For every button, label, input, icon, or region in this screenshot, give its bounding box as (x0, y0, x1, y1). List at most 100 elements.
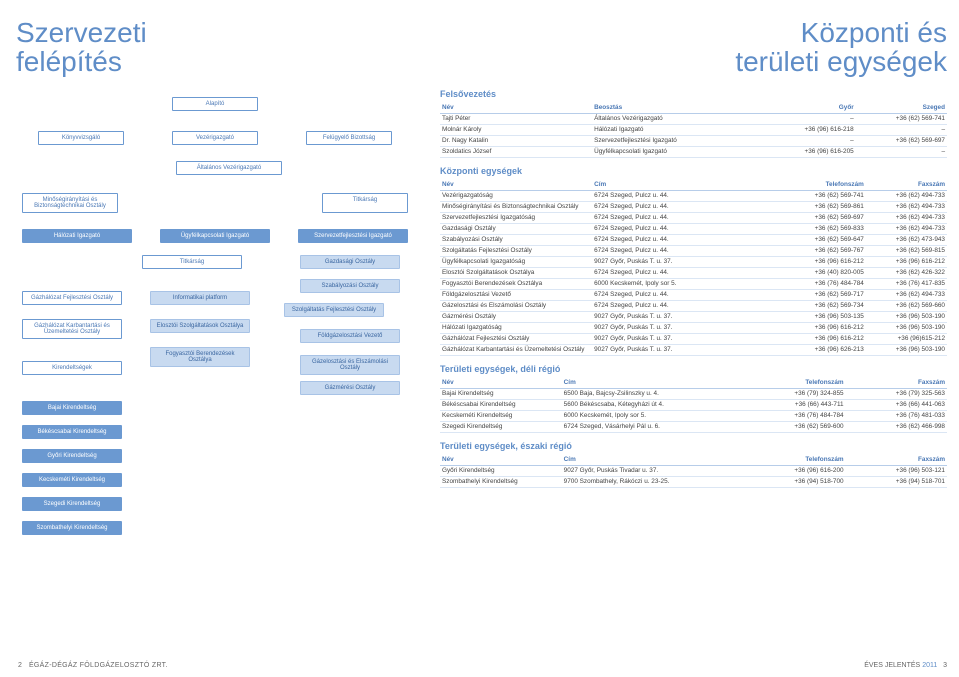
table-cell: +36 (62) 494-733 (866, 289, 947, 300)
table-cell: Gázelosztási és Elszámolási Osztály (440, 300, 592, 311)
right-footer-year: 2011 (922, 662, 937, 669)
table-cell: +36 (66) 443-711 (744, 399, 845, 410)
table-row: Dr. Nagy KatalinSzervezetfejlesztési Iga… (440, 135, 947, 146)
org-box-gazmeresi-osztaly: Gázmérési Osztály (300, 381, 400, 395)
th-cim: Cím (562, 378, 745, 389)
org-box-gazhalozat-fejlesztesi: Gázhálózat Fejlesztési Osztály (22, 291, 122, 305)
table-cell: Ügyfélkapcsolati Igazgató (592, 146, 754, 157)
south-heading: Területi egységek, déli régió (440, 364, 947, 374)
org-box-elosztoi-szolgaltatasok: Elosztói Szolgáltatások Osztálya (150, 319, 250, 333)
org-box-altalanos-vezerigazgato: Általános Vezérigazgató (176, 161, 282, 175)
table-cell: +36 (96) 616-212 (775, 256, 866, 267)
table-cell: +36 (62) 569-647 (775, 234, 866, 245)
left-title-line2: felépítés (16, 46, 122, 77)
right-page: Központi és területi egységek Felsővezet… (430, 0, 959, 677)
table-cell: Szombathelyi Kirendeltség (440, 476, 562, 487)
org-box-gazdasagi-osztaly: Gazdasági Osztály (300, 255, 400, 269)
table-cell: 6724 Szeged, Pulcz u. 44. (592, 300, 775, 311)
table-cell: Dr. Nagy Katalin (440, 135, 592, 146)
right-title-line2: területi egységek (735, 46, 947, 77)
table-cell: Szolgáltatás Fejlesztési Osztály (440, 245, 592, 256)
th-fax: Faxszám (866, 180, 947, 191)
org-box-informatikai-platform: Informatikai platform (150, 291, 250, 305)
table-cell: – (754, 113, 855, 124)
table-cell: Szervezetfejlesztési Igazgatóság (440, 212, 592, 223)
org-box-halozati-igazgato: Hálózati Igazgató (22, 229, 132, 243)
table-cell: – (856, 146, 947, 157)
table-cell: +36 (79) 325-563 (846, 388, 947, 399)
table-cell: Gázhálózat Fejlesztési Osztály (440, 333, 592, 344)
table-cell: Gázmérési Osztály (440, 311, 592, 322)
table-cell: +36 (79) 324-855 (744, 388, 845, 399)
table-cell: +36 (96)615-212 (866, 333, 947, 344)
table-row: Kecskeméti Kirendeltség6000 Kecskemét, I… (440, 410, 947, 421)
table-cell: – (754, 135, 855, 146)
table-cell: Kecskeméti Kirendeltség (440, 410, 562, 421)
table-cell: 9027 Győr, Puskás T. u. 37. (592, 333, 775, 344)
org-box-szombathelyi-kirendeltseg: Szombathelyi Kirendeltség (22, 521, 122, 535)
table-cell: Bajai Kirendeltség (440, 388, 562, 399)
table-cell: 6724 Szeged, Pulcz u. 44. (592, 190, 775, 201)
th-tel: Telefonszám (775, 180, 866, 191)
table-cell: +36 (96) 616-212 (775, 333, 866, 344)
table-row: Szoldatics JózsefÜgyfélkapcsolati Igazga… (440, 146, 947, 157)
page-spread: Szervezeti felépítés Alapító Könyvvizsgá… (0, 0, 959, 677)
section-central-units: Központi egységek Név Cím Telefonszám Fa… (440, 166, 947, 356)
th-cim: Cím (562, 455, 745, 466)
org-box-szabalyozasi-osztaly: Szabályozási Osztály (300, 279, 400, 293)
table-cell: +36 (96) 503-190 (866, 322, 947, 333)
table-row: Szolgáltatás Fejlesztési Osztály6724 Sze… (440, 245, 947, 256)
north-table: Név Cím Telefonszám Faxszám Győri Kirend… (440, 455, 947, 488)
table-cell: +36 (62) 569-741 (856, 113, 947, 124)
table-cell: +36 (62) 466-998 (846, 421, 947, 432)
left-page-title: Szervezeti felépítés (16, 18, 414, 77)
table-cell: 9027 Győr, Puskás T. u. 37. (592, 311, 775, 322)
org-chart: Alapító Könyvvizsgáló Vezérigazgató Felü… (16, 97, 414, 535)
table-cell: Ügyfélkapcsolati Igazgatóság (440, 256, 592, 267)
table-row: Gazdasági Osztály6724 Szeged, Pulcz u. 4… (440, 223, 947, 234)
table-row: Szombathelyi Kirendeltség9700 Szombathel… (440, 476, 947, 487)
right-page-number: 3 (943, 662, 947, 669)
org-box-gazhalozat-karbantartasi: Gázhálózat Karbantartási és Üzemeltetési… (22, 319, 122, 339)
table-cell: +36 (76) 417-835 (866, 278, 947, 289)
org-box-szervezetfejlesztesi-igazgato: Szervezetfejlesztési Igazgató (298, 229, 408, 243)
table-cell: Tajti Péter (440, 113, 592, 124)
management-table: Név Beosztás Győr Szeged Tajti PéterÁlta… (440, 103, 947, 158)
table-row: Szabályozási Osztály6724 Szeged, Pulcz u… (440, 234, 947, 245)
left-page-number: 2 (18, 662, 22, 669)
table-row: Bajai Kirendeltség6500 Baja, Bajcsy-Zsil… (440, 388, 947, 399)
left-footer-text: ÉGÁZ-DÉGÁZ FÖLDGÁZELOSZTÓ ZRT. (29, 662, 168, 669)
org-box-bekescsabai-kirendeltseg: Békéscsabai Kirendeltség (22, 425, 122, 439)
table-cell: 6724 Szeged, Pulcz u. 44. (592, 289, 775, 300)
table-cell: Elosztói Szolgáltatások Osztálya (440, 267, 592, 278)
table-cell: +36 (96) 616-218 (754, 124, 855, 135)
table-cell: 6000 Kecskemét, Ipoly sor 5. (562, 410, 745, 421)
table-cell: +36 (96) 616-212 (866, 256, 947, 267)
table-cell: +36 (96) 503-121 (846, 465, 947, 476)
table-cell: Békéscsabai Kirendeltség (440, 399, 562, 410)
table-cell: 6724 Szeged, Pulcz u. 44. (592, 267, 775, 278)
table-cell: 9027 Győr, Puskás T. u. 37. (592, 322, 775, 333)
table-cell: 9027 Győr, Puskás T. u. 37. (592, 256, 775, 267)
table-cell: Vezérigazgatóság (440, 190, 592, 201)
table-cell: Szabályozási Osztály (440, 234, 592, 245)
table-cell: +36 (62) 569-697 (856, 135, 947, 146)
north-heading: Területi egységek, északi régió (440, 441, 947, 451)
table-cell: +36 (96) 626-213 (775, 344, 866, 355)
table-cell: +36 (62) 569-861 (775, 201, 866, 212)
table-row: Molnár KárolyHálózati Igazgató+36 (96) 6… (440, 124, 947, 135)
table-cell: Szegedi Kirendeltség (440, 421, 562, 432)
table-cell: +36 (96) 503-190 (866, 311, 947, 322)
right-page-title: Központi és területi egységek (440, 18, 947, 77)
table-cell: 6724 Szeged, Pulcz u. 44. (592, 245, 775, 256)
table-row: Gázelosztási és Elszámolási Osztály6724 … (440, 300, 947, 311)
management-heading: Felsővezetés (440, 89, 947, 99)
table-cell: +36 (62) 426-322 (866, 267, 947, 278)
table-cell: +36 (62) 473-943 (866, 234, 947, 245)
table-cell: 6724 Szeged, Pulcz u. 44. (592, 201, 775, 212)
table-cell: Szervezetfejlesztési Igazgató (592, 135, 754, 146)
org-box-vezerigazgato: Vezérigazgató (172, 131, 258, 145)
table-cell: +36 (62) 494-733 (866, 212, 947, 223)
th-beosztas: Beosztás (592, 103, 754, 114)
left-title-line1: Szervezeti (16, 17, 147, 48)
